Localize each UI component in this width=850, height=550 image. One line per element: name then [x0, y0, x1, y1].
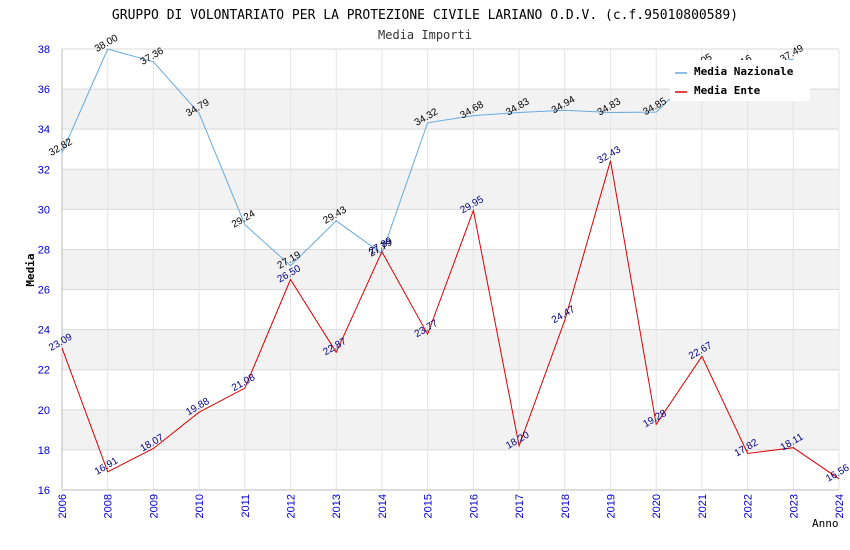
x-tick-label: 2015 — [423, 494, 435, 518]
grid-band — [62, 289, 839, 330]
x-tick-label: 2022 — [743, 494, 755, 518]
x-axis-label: Anno — [812, 517, 839, 530]
grid-band — [62, 129, 839, 170]
grid-band — [62, 369, 839, 410]
y-tick-label: 38 — [38, 44, 50, 56]
legend-label-ente: Media Ente — [694, 84, 761, 97]
x-tick-label: 2019 — [605, 494, 617, 518]
chart-title: GRUPPO DI VOLONTARIATO PER LA PROTEZIONE… — [112, 8, 738, 23]
grid-band — [62, 209, 839, 250]
y-tick-label: 16 — [38, 485, 50, 497]
grid-bands — [62, 49, 839, 490]
y-axis-label: Media — [24, 253, 37, 286]
y-tick-label: 28 — [38, 244, 50, 256]
x-tick-label: 2012 — [286, 494, 298, 518]
grid-band — [62, 249, 839, 290]
x-tick-label: 2020 — [651, 494, 663, 518]
x-tick-label: 2013 — [331, 494, 343, 518]
y-tick-label: 34 — [38, 124, 50, 136]
x-tick-label: 2021 — [697, 494, 709, 518]
x-tick-label: 2016 — [468, 494, 480, 518]
series-line-ente — [61, 160, 840, 480]
x-tick-label: 2023 — [788, 494, 800, 518]
x-tick-label: 2010 — [194, 494, 206, 518]
x-tick-label: 2009 — [148, 494, 160, 518]
legend-box — [670, 60, 810, 101]
y-tick-label: 26 — [38, 285, 50, 297]
chart-subtitle: Media Importi — [378, 28, 472, 42]
x-tick-label: 2008 — [103, 494, 115, 518]
y-tick-label: 36 — [38, 84, 50, 96]
y-tick-label: 18 — [38, 445, 50, 457]
grid-band — [62, 409, 839, 450]
grid-band — [62, 449, 839, 490]
grid-band — [62, 169, 839, 210]
y-axis-ticks: 16 18 20 22 24 26 28 30 32 34 36 38 — [38, 44, 50, 497]
legend-label-nazionale: Media Nazionale — [694, 65, 794, 78]
x-tick-label: 2018 — [560, 494, 572, 518]
x-tick-label: 2011 — [240, 494, 252, 518]
x-tick-label: 2017 — [514, 494, 526, 518]
y-tick-label: 30 — [38, 204, 50, 216]
y-tick-label: 20 — [38, 405, 50, 417]
x-tick-label: 2024 — [834, 494, 846, 518]
y-tick-label: 32 — [38, 164, 50, 176]
y-tick-label: 24 — [38, 325, 50, 337]
x-tick-label: 2014 — [377, 494, 389, 518]
grid-lines — [61, 48, 840, 491]
x-axis-ticks: 2006 2008 2009 2010 2011 2012 2013 2014 2015 2016… — [57, 494, 846, 518]
grid-band — [62, 329, 839, 370]
legend: Media Nazionale Media Ente — [670, 60, 810, 101]
x-tick-label: 2006 — [57, 494, 69, 518]
y-tick-label: 22 — [38, 365, 50, 377]
